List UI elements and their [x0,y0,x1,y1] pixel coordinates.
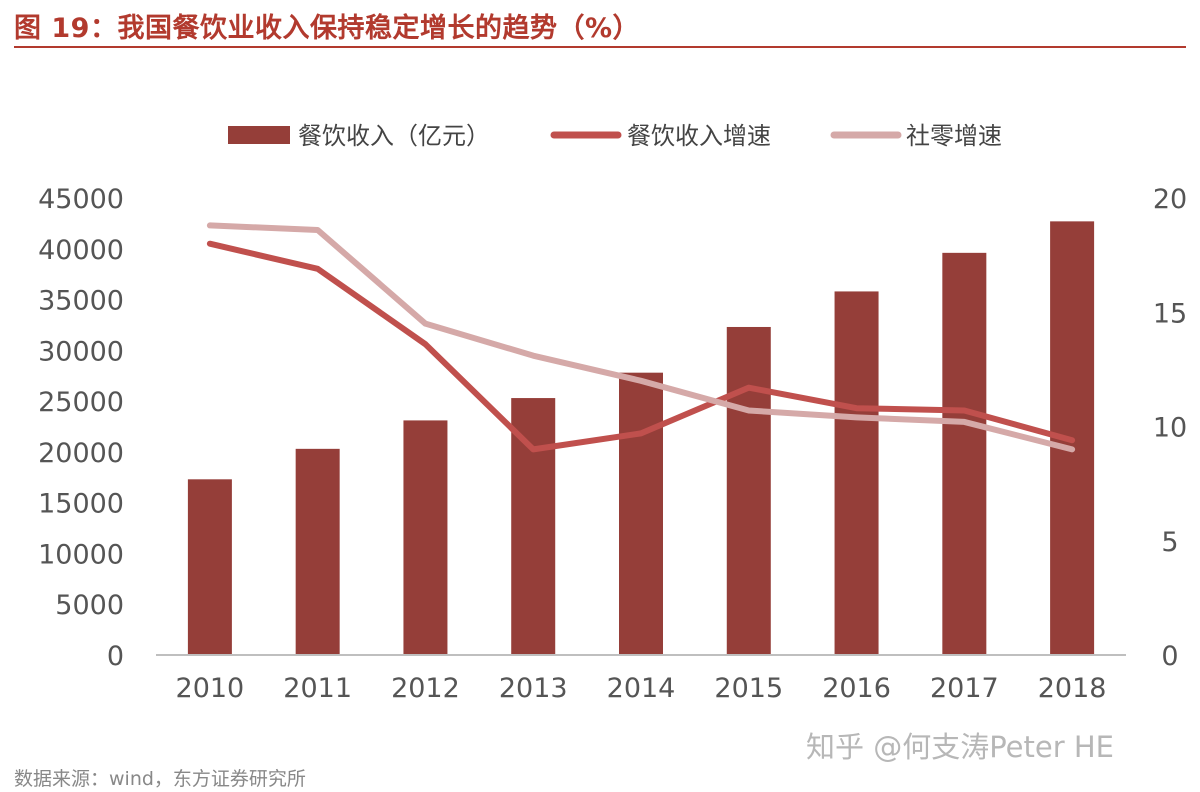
x-axis-tick-label: 2016 [822,673,891,704]
left-axis-tick-label: 35000 [38,286,124,317]
data-source-note: 数据来源：wind，东方证券研究所 [14,768,306,790]
title-divider [14,46,1186,48]
left-axis-ticks: 0 5000 10000 15000 20000 25000 30000 35000 40000… [38,184,124,672]
legend-label: 餐饮收入增速 [627,122,771,150]
legend: 餐饮收入（亿元） 餐饮收入增速 社零增速 [228,122,1002,150]
bar-series [187,221,1095,655]
x-axis-tick-label: 2014 [607,673,676,704]
bar-2015 [726,326,771,655]
right-axis-tick-label: 5 [1161,527,1178,558]
bar-2013 [511,398,556,655]
left-axis-tick-label: 45000 [38,184,124,215]
x-axis-ticks: 2010 2011 2012 2013 2014 2015 2016 2017 2018 [176,673,1107,704]
x-axis-tick-label: 2013 [499,673,568,704]
x-axis-tick-label: 2011 [283,673,352,704]
right-axis-tick-label: 0 [1161,641,1178,672]
right-axis-ticks: 0 5 10 15 20 [1153,184,1187,672]
line-series [206,222,1076,453]
right-axis-tick-label: 10 [1153,413,1187,444]
left-axis-tick-label: 30000 [38,336,124,367]
left-axis-tick-label: 10000 [38,539,124,570]
left-axis-tick-label: 15000 [38,489,124,520]
bar-2014 [619,372,663,655]
x-axis-tick-label: 2015 [714,673,783,704]
bar-2016 [834,291,879,655]
x-axis-tick-label: 2018 [1038,673,1107,704]
bar-2010 [187,479,232,655]
left-axis-tick-label: 40000 [38,235,124,266]
bar-2017 [942,252,987,655]
left-axis-tick-label: 20000 [38,438,124,469]
x-axis-tick-label: 2012 [391,673,460,704]
bar-2012 [403,420,448,655]
legend-label: 社零增速 [906,122,1002,150]
legend-swatch-bar [228,126,290,144]
line-series-1 [206,240,1076,453]
right-axis-tick-label: 20 [1153,184,1187,215]
left-axis-tick-label: 25000 [38,387,124,418]
x-axis-tick-label: 2017 [930,673,999,704]
watermark: 知乎 @何支涛Peter HE [806,730,1114,764]
chart-title: 图 19：我国餐饮业收入保持稳定增长的趋势（%） [14,13,641,44]
line-series-2 [206,222,1076,453]
left-axis-tick-label: 5000 [55,590,124,621]
right-axis-tick-label: 15 [1153,298,1187,329]
left-axis-tick-label: 0 [107,641,124,672]
bar-2011 [295,448,340,655]
x-axis-tick-label: 2010 [176,673,245,704]
legend-label: 餐饮收入（亿元） [298,122,490,150]
